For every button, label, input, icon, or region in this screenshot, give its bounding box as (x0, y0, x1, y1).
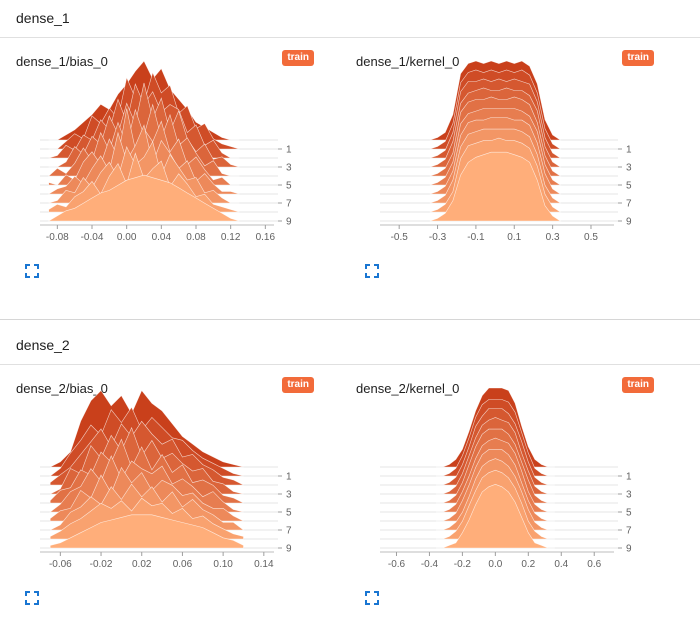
x-tick-label: 0.16 (256, 232, 276, 243)
section-body-dense-2: dense_2/bias_0 train 1 3 5 7 9 -0.06 -0.02 0.02… (0, 365, 700, 642)
x-tick-label: 0.10 (213, 559, 233, 570)
y-tick-label: 7 (286, 526, 292, 537)
section-header-dense-2[interactable]: dense_2 (0, 327, 700, 365)
y-tick-label: 9 (626, 217, 632, 228)
x-tick-label: -0.6 (388, 559, 406, 570)
histogram-step-9 (49, 514, 244, 549)
histogram-chart: 1 3 5 7 9 -0.06 -0.02 0.02 0.06 0.10 0.14 (40, 389, 292, 570)
x-tick-label: 0.08 (186, 232, 206, 243)
histogram-plot: 1 3 5 7 9 -0.08 -0.04 0.00 0.04 0.08 0.12 0.16 (20, 60, 292, 247)
histogram-step-9 (429, 151, 562, 222)
histogram-chart: 1 3 5 7 9 -0.5 -0.3 -0.1 0.1 0.3 0.5 (380, 60, 632, 243)
y-tick-label: 1 (286, 145, 292, 156)
card-title: dense_1/kernel_0 (356, 54, 460, 69)
x-tick-label: 0.0 (488, 559, 502, 570)
x-tick-label: -0.04 (81, 232, 104, 243)
x-tick-label: 0.1 (507, 232, 521, 243)
y-tick-label: 7 (626, 526, 632, 537)
x-tick-label: 0.4 (554, 559, 568, 570)
fullscreen-icon[interactable] (24, 263, 40, 279)
section-divider (0, 37, 700, 38)
x-tick-label: -0.08 (46, 232, 69, 243)
x-tick-label: 0.14 (254, 559, 274, 570)
run-badge: train (622, 377, 654, 393)
section-title: dense_2 (16, 337, 70, 353)
x-tick-label: 0.02 (132, 559, 152, 570)
card-title: dense_2/kernel_0 (356, 381, 460, 396)
x-tick-label: -0.1 (467, 232, 485, 243)
histogram-chart: 1 3 5 7 9 -0.08 -0.04 0.00 0.04 0.08 0.12 0.16 (40, 60, 292, 243)
y-tick-label: 7 (626, 199, 632, 210)
card-title: dense_1/bias_0 (16, 54, 108, 69)
y-tick-label: 1 (286, 472, 292, 483)
x-tick-label: -0.2 (454, 559, 472, 570)
x-tick-label: 0.6 (587, 559, 601, 570)
run-badge: train (622, 50, 654, 66)
fullscreen-icon[interactable] (364, 590, 380, 606)
x-tick-label: 0.3 (546, 232, 560, 243)
y-tick-label: 7 (286, 199, 292, 210)
x-tick-label: -0.4 (421, 559, 439, 570)
y-tick-label: 3 (626, 163, 632, 174)
x-tick-label: 0.06 (173, 559, 193, 570)
histogram-step-9 (47, 174, 240, 222)
run-badge: train (282, 50, 314, 66)
section-header-dense-1[interactable]: dense_1 (0, 0, 700, 38)
histogram-step-9 (436, 483, 555, 549)
y-tick-label: 3 (286, 163, 292, 174)
y-tick-label: 3 (626, 490, 632, 501)
x-tick-label: 0.2 (521, 559, 535, 570)
section-divider (0, 364, 700, 365)
histogram-card-dense-1-bias: dense_1/bias_0 train 1 3 5 7 9 -0.08 -0.04 0.00… (0, 38, 320, 278)
x-tick-label: 0.04 (152, 232, 172, 243)
section-body-dense-1: dense_1/bias_0 train 1 3 5 7 9 -0.08 -0.04 0.00… (0, 38, 700, 320)
y-tick-label: 1 (626, 472, 632, 483)
x-tick-label: -0.06 (49, 559, 72, 570)
histogram-plot: 1 3 5 7 9 -0.06 -0.02 0.02 0.06 0.10 0.14 (20, 389, 292, 574)
histogram-plot: 1 3 5 7 9 -0.5 -0.3 -0.1 0.1 0.3 0.5 (360, 60, 632, 247)
y-tick-label: 3 (286, 490, 292, 501)
histogram-card-dense-2-kernel: dense_2/kernel_0 train 1 3 5 7 9 -0.6 -0.4 -0.2… (340, 365, 660, 605)
y-tick-label: 9 (626, 544, 632, 555)
y-tick-label: 1 (626, 145, 632, 156)
x-tick-label: -0.3 (429, 232, 447, 243)
y-tick-label: 5 (286, 181, 292, 192)
fullscreen-icon[interactable] (364, 263, 380, 279)
x-tick-label: -0.02 (90, 559, 113, 570)
histogram-chart: 1 3 5 7 9 -0.6 -0.4 -0.2 0.0 0.2 0.4 0.6 (380, 387, 632, 570)
y-tick-label: 9 (286, 544, 292, 555)
y-tick-label: 5 (286, 508, 292, 519)
histogram-card-dense-1-kernel: dense_1/kernel_0 train 1 3 5 7 9 -0.5 -0.3 -0.1… (340, 38, 660, 278)
fullscreen-icon[interactable] (24, 590, 40, 606)
section-divider (0, 319, 700, 320)
x-tick-label: 0.5 (584, 232, 598, 243)
x-tick-label: -0.5 (391, 232, 409, 243)
x-tick-label: 0.12 (221, 232, 241, 243)
y-tick-label: 9 (286, 217, 292, 228)
y-tick-label: 5 (626, 181, 632, 192)
run-badge: train (282, 377, 314, 393)
histogram-plot: 1 3 5 7 9 -0.6 -0.4 -0.2 0.0 0.2 0.4 0.6 (360, 387, 632, 574)
card-title: dense_2/bias_0 (16, 381, 108, 396)
y-tick-label: 5 (626, 508, 632, 519)
histogram-card-dense-2-bias: dense_2/bias_0 train 1 3 5 7 9 -0.06 -0.02 0.02… (0, 365, 320, 605)
x-tick-label: 0.00 (117, 232, 137, 243)
section-title: dense_1 (16, 10, 70, 26)
